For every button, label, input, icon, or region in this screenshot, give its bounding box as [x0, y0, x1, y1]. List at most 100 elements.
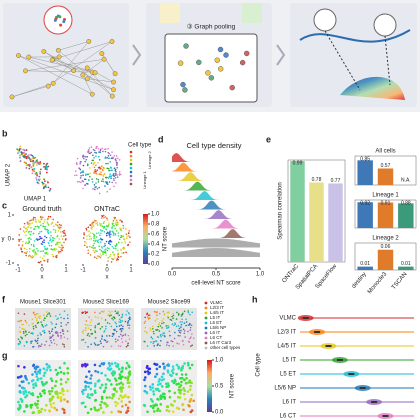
space-point	[102, 180, 105, 183]
cell	[183, 397, 187, 401]
umap-point	[31, 168, 34, 171]
cell	[189, 326, 192, 329]
cell	[183, 389, 186, 392]
cell	[87, 385, 90, 389]
cell	[56, 395, 60, 398]
cell	[121, 405, 124, 408]
cell	[178, 329, 180, 332]
nt-point	[33, 240, 36, 242]
cell	[31, 318, 34, 321]
space-point	[93, 184, 96, 186]
nt-point	[34, 254, 36, 256]
cell	[148, 385, 152, 389]
cell	[51, 395, 55, 398]
legend-label: VLMC	[210, 300, 223, 305]
cell	[185, 376, 188, 380]
cell	[66, 314, 69, 316]
cell	[167, 409, 171, 413]
cell	[151, 337, 154, 340]
cell	[189, 384, 192, 388]
cell	[192, 337, 195, 339]
cell	[124, 333, 127, 336]
cell	[104, 383, 108, 386]
cell	[127, 375, 130, 378]
cell	[53, 342, 56, 345]
nt-point	[122, 227, 125, 229]
cell	[60, 322, 62, 324]
cell	[159, 325, 162, 327]
nt-point	[22, 230, 25, 232]
space-point	[96, 187, 99, 190]
cell	[100, 342, 102, 345]
x-tick-label: 1	[64, 268, 68, 274]
cell	[81, 390, 84, 393]
nt-point	[27, 242, 30, 245]
cell	[181, 402, 185, 406]
nt-point	[95, 219, 97, 222]
nt-point	[120, 255, 122, 258]
nt-point	[43, 225, 45, 228]
cell	[127, 334, 130, 337]
nt-point	[94, 219, 96, 222]
cell	[40, 407, 44, 411]
nt-point	[101, 215, 104, 218]
space-point	[92, 154, 94, 157]
nt-point	[110, 240, 113, 243]
cell	[172, 314, 175, 317]
legend-dot	[204, 301, 208, 305]
cell	[27, 391, 31, 394]
cell	[100, 317, 103, 320]
cell	[162, 321, 165, 324]
umap-point	[19, 145, 22, 148]
space-point	[88, 152, 91, 155]
nt-point	[60, 231, 62, 233]
space-point	[92, 148, 95, 151]
dot	[62, 20, 66, 24]
nt-point	[100, 238, 103, 241]
cell	[54, 380, 58, 383]
nt-point	[121, 241, 123, 244]
cell	[128, 381, 131, 384]
cell	[25, 394, 29, 397]
nt-point	[29, 222, 32, 225]
cell	[189, 397, 193, 401]
cell	[182, 328, 185, 331]
nt-point	[58, 227, 61, 230]
cell	[168, 395, 172, 399]
umap-point	[35, 177, 38, 179]
cell	[124, 394, 127, 397]
cell	[113, 329, 116, 332]
nt-point	[38, 261, 41, 264]
nt-point	[123, 247, 126, 250]
cell	[158, 365, 162, 368]
cell	[192, 399, 195, 403]
cell	[108, 368, 111, 372]
space-point	[95, 155, 97, 157]
cell	[162, 372, 165, 376]
cell	[94, 311, 96, 314]
nt-point	[92, 233, 95, 236]
nt-point	[47, 231, 50, 234]
nt-point	[100, 232, 102, 235]
umap-point	[16, 148, 19, 151]
cell	[170, 319, 173, 321]
cell	[86, 334, 89, 337]
cell	[59, 395, 63, 399]
space-point	[97, 147, 100, 150]
nt-point	[92, 225, 95, 228]
cell	[37, 370, 40, 373]
nt-point	[50, 244, 53, 247]
cell	[147, 314, 150, 316]
cell	[162, 317, 165, 320]
nt-point	[44, 218, 46, 221]
nt-point	[129, 236, 131, 239]
cell	[100, 338, 103, 340]
nt-point	[108, 234, 111, 237]
nt-point	[104, 242, 106, 245]
nt-point	[104, 250, 107, 253]
nt-point	[39, 221, 42, 223]
cell	[115, 390, 118, 393]
nt-point	[128, 235, 130, 237]
cell	[153, 345, 156, 347]
cell	[146, 313, 148, 316]
